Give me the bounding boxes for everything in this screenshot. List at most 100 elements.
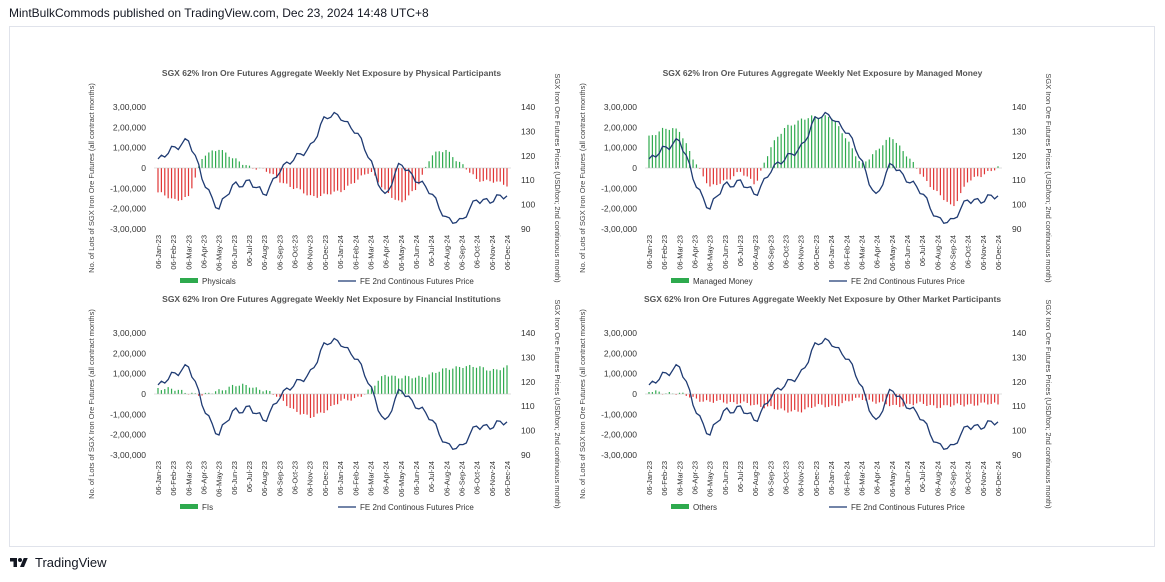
bar [431,155,434,168]
x-tick-label: 06-Jul-23 [736,461,745,492]
bar [892,139,894,168]
tradingview-brand[interactable]: TradingView [35,555,107,570]
bar [963,168,965,187]
x-tick-label: 06-Aug-24 [933,235,942,270]
x-tick-label: 06-Nov-24 [488,235,497,270]
legend-swatch-bars [671,504,689,509]
x-tick-label: 06-Sep-24 [457,235,466,270]
bar [282,394,284,401]
bar [790,125,792,168]
bar [861,394,864,400]
bar [760,168,762,171]
y2-tick-label: 100 [521,426,535,436]
bar [746,394,748,403]
bar [912,394,914,406]
y-tick-label: 0 [632,163,637,173]
bar [699,168,701,169]
bar [766,156,769,168]
bar [689,394,691,398]
bar [695,164,698,168]
y-tick-label: 3,00,000 [604,102,637,112]
bar [814,394,816,407]
bar [503,168,505,185]
bar [475,367,478,394]
price-line [157,337,508,451]
bar [716,168,718,186]
bar [394,375,396,394]
bar [343,168,345,191]
bar [292,168,295,190]
bar [452,157,454,168]
x-tick-label: 06-Sep-24 [457,461,466,496]
bar [943,394,945,406]
bar [157,168,159,193]
bar [231,384,234,394]
bar [763,394,765,409]
x-tick-label: 06-Apr-23 [200,235,209,268]
bar [851,148,853,168]
bar [313,168,315,197]
bar [655,135,657,168]
bar [655,390,657,394]
bar [218,149,220,168]
x-tick-label: 06-Jan-24 [336,461,345,495]
x-tick-label: 06-Oct-24 [964,235,973,268]
bar [177,168,179,201]
bar [296,394,298,412]
bar [773,140,775,168]
y2-tick-label: 110 [1012,175,1026,185]
x-tick-label: 06-Mar-23 [184,235,193,270]
bar [370,168,373,173]
bar [665,128,667,168]
bar [753,394,755,406]
x-tick-label: 06-Oct-23 [291,235,300,268]
bar [743,168,745,176]
bar [807,118,809,168]
x-tick-label: 06-Apr-23 [691,461,700,494]
x-tick-label: 06-Jun-23 [230,461,239,495]
bar [204,155,207,168]
bar [966,394,969,405]
x-tick-label: 06-Oct-24 [473,461,482,494]
x-tick-label: 06-May-24 [397,461,406,497]
bar [834,121,836,168]
bar [387,376,390,394]
y-tick-label: -3,00,000 [110,224,146,234]
bar [990,168,992,172]
bar [235,158,237,168]
x-tick-label: 06-Dec-23 [321,461,330,496]
bar [973,168,975,177]
bar [421,376,423,394]
x-tick-label: 06-Dec-23 [321,235,330,270]
bar [739,394,742,404]
bar [499,370,501,394]
bar [333,168,335,192]
bar [408,168,410,196]
bar [695,394,698,399]
bar [384,168,386,190]
x-tick-label: 06-Aug-24 [442,235,451,270]
bar [875,150,877,168]
bar [428,374,430,394]
bar [448,151,450,168]
bar [492,168,495,183]
x-tick-label: 06-Jun-24 [903,235,912,269]
x-tick-label: 06-May-23 [215,235,224,271]
legend-label-bars: Managed Money [693,277,753,286]
x-tick-label: 06-Feb-23 [169,461,178,496]
x-tick-label: 06-Aug-23 [260,461,269,496]
bar [326,168,329,195]
bar [933,168,935,190]
x-tick-label: 06-Sep-24 [948,461,957,496]
tradingview-logo-icon[interactable] [9,556,29,570]
x-tick-label: 06-Nov-23 [797,461,806,496]
bar [282,168,284,184]
bar [381,376,383,394]
bar [248,387,251,394]
bar [238,161,240,168]
x-tick-label: 06-Sep-23 [275,235,284,270]
x-tick-label: 06-Jun-23 [721,235,730,269]
bar [181,389,183,394]
bar [733,168,735,177]
bar [963,394,965,407]
